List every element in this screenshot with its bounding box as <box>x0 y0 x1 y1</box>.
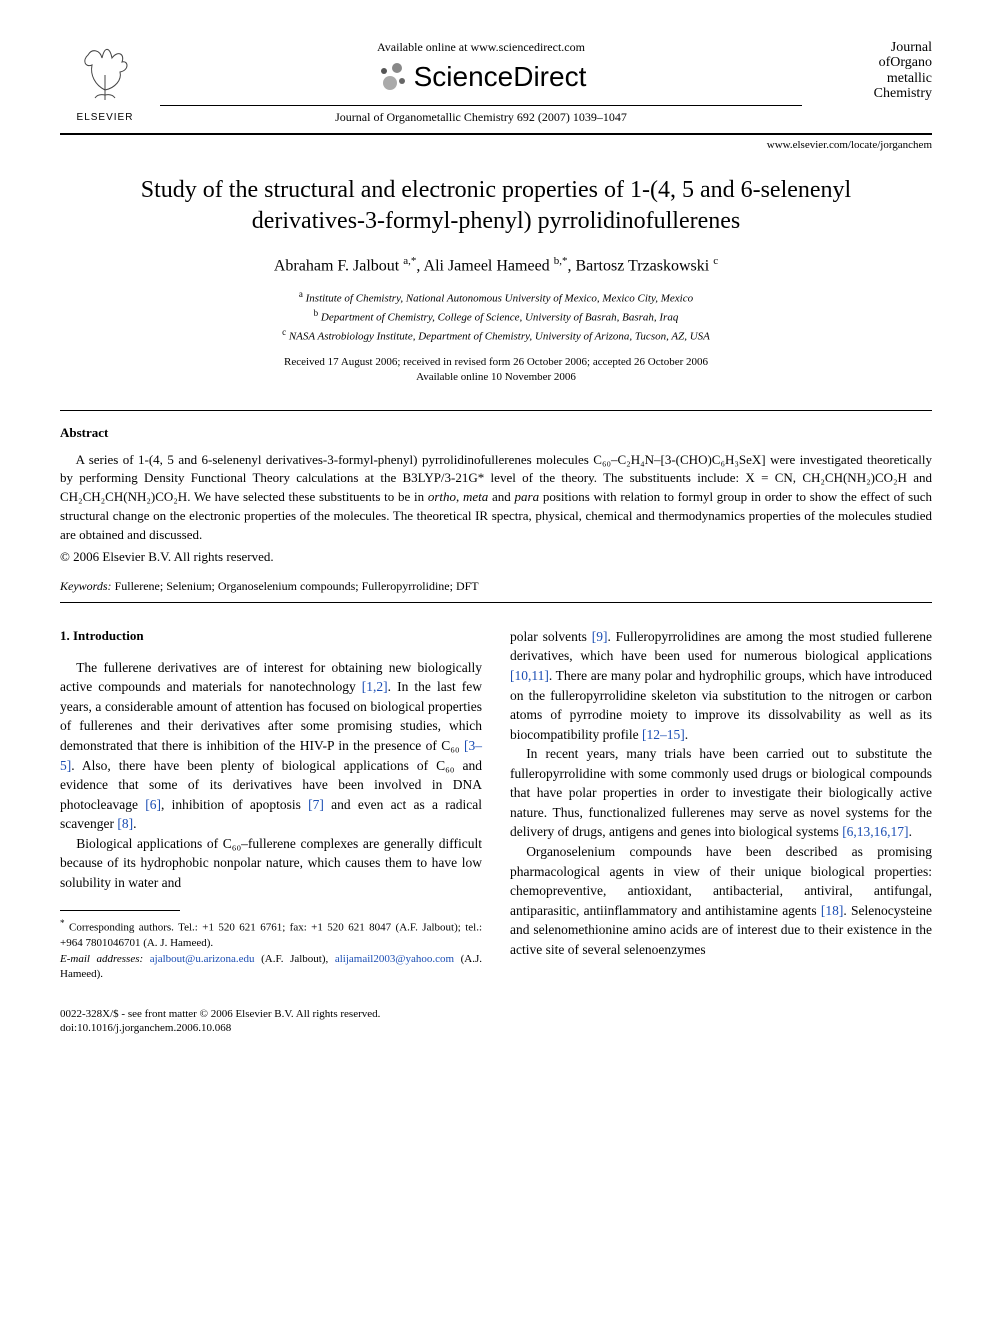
affiliation-a: a Institute of Chemistry, National Auton… <box>60 288 932 307</box>
elsevier-logo-block: ELSEVIER <box>60 40 150 123</box>
left-column: 1. Introduction The fullerene derivative… <box>60 627 482 983</box>
abstract-top-rule <box>60 410 932 411</box>
abstract-copyright: © 2006 Elsevier B.V. All rights reserved… <box>60 549 932 565</box>
locate-url: www.elsevier.com/locate/jorganchem <box>60 139 932 151</box>
intro-p5: Organoselenium compounds have been descr… <box>510 842 932 959</box>
keywords-text: Fullerene; Selenium; Organoselenium comp… <box>115 579 479 593</box>
intro-p3: polar solvents [9]. Fulleropyrrolidines … <box>510 627 932 744</box>
email-paren-1: (A.F. Jalbout), <box>261 953 328 965</box>
sciencedirect-logo: ScienceDirect <box>160 61 802 93</box>
journal-logo-l2: ofOrgano <box>812 55 932 70</box>
affiliation-c: c NASA Astrobiology Institute, Departmen… <box>60 326 932 345</box>
intro-p4: In recent years, many trials have been c… <box>510 744 932 842</box>
keywords: Keywords: Fullerene; Selenium; Organosel… <box>60 579 932 594</box>
abstract-bottom-rule <box>60 602 932 603</box>
email-link-2[interactable]: alijamail2003@yahoo.com <box>335 953 454 965</box>
email-label: E-mail addresses: <box>60 953 143 965</box>
journal-logo-l1: Journal <box>812 40 932 55</box>
article-title: Study of the structural and electronic p… <box>100 175 892 237</box>
footnotes: * Corresponding authors. Tel.: +1 520 62… <box>60 917 482 982</box>
available-online-line: Available online at www.sciencedirect.co… <box>160 40 802 55</box>
intro-p2: Biological applications of C₆₀–fullerene… <box>60 834 482 893</box>
intro-heading: 1. Introduction <box>60 627 482 646</box>
journal-logo-l3: metallic <box>812 71 932 86</box>
elsevier-tree-icon <box>70 40 140 110</box>
footnote-rule <box>60 910 180 911</box>
footer-line1: 0022-328X/$ - see front matter © 2006 El… <box>60 1007 932 1021</box>
header-rule-thick <box>60 133 932 135</box>
affiliations: a Institute of Chemistry, National Auton… <box>60 288 932 345</box>
journal-reference: Journal of Organometallic Chemistry 692 … <box>160 110 802 125</box>
abstract-heading: Abstract <box>60 425 932 441</box>
header-center: Available online at www.sciencedirect.co… <box>150 40 812 125</box>
affiliation-b: b Department of Chemistry, College of Sc… <box>60 307 932 326</box>
email-link-1[interactable]: ajalbout@u.arizona.edu <box>150 953 255 965</box>
header-row: ELSEVIER Available online at www.science… <box>60 40 932 125</box>
footer-line2: doi:10.1016/j.jorganchem.2006.10.068 <box>60 1021 932 1035</box>
journal-logo-block: Journal ofOrgano metallic Chemistry <box>812 40 932 102</box>
journal-logo-l4: Chemistry <box>812 86 932 101</box>
sciencedirect-icon <box>376 61 408 93</box>
article-dates: Received 17 August 2006; received in rev… <box>60 355 932 386</box>
corresponding-author-note: * Corresponding authors. Tel.: +1 520 62… <box>60 917 482 951</box>
authors-line: Abraham F. Jalbout a,*, Ali Jameel Hamee… <box>60 255 932 275</box>
dates-line2: Available online 10 November 2006 <box>60 370 932 385</box>
email-addresses: E-mail addresses: ajalbout@u.arizona.edu… <box>60 952 482 983</box>
header-rule <box>160 105 802 106</box>
page-footer: 0022-328X/$ - see front matter © 2006 El… <box>60 1007 932 1036</box>
abstract-body: A series of 1-(4, 5 and 6-selenenyl deri… <box>60 451 932 545</box>
intro-p1: The fullerene derivatives are of interes… <box>60 658 482 834</box>
body-columns: 1. Introduction The fullerene derivative… <box>60 627 932 983</box>
sciencedirect-text: ScienceDirect <box>414 61 587 93</box>
elsevier-label: ELSEVIER <box>77 112 134 123</box>
keywords-label: Keywords: <box>60 579 112 593</box>
right-column: polar solvents [9]. Fulleropyrrolidines … <box>510 627 932 983</box>
dates-line1: Received 17 August 2006; received in rev… <box>60 355 932 370</box>
